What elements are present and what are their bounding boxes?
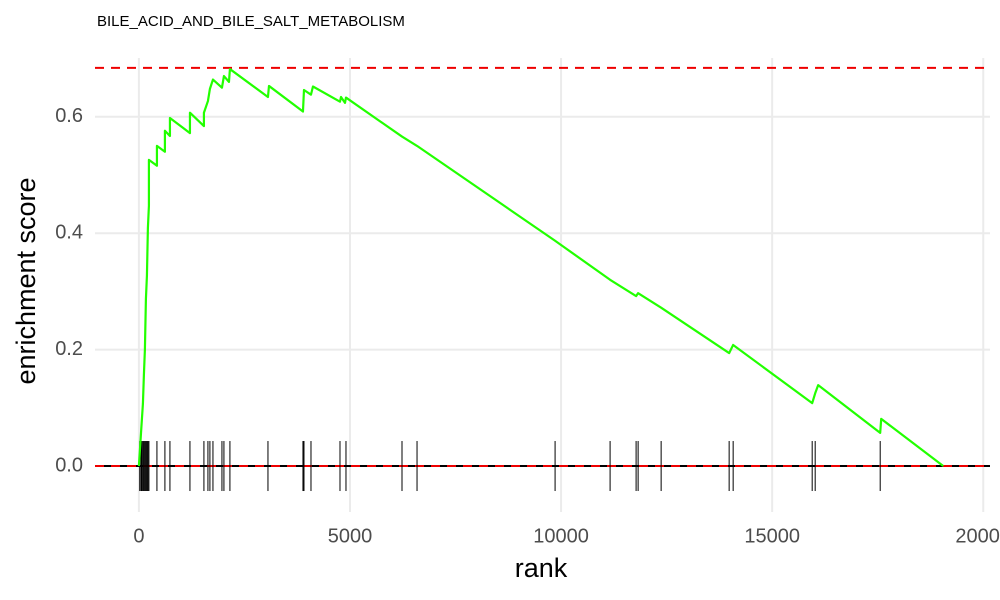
chart-title: BILE_ACID_AND_BILE_SALT_METABOLISM [97,13,405,30]
x-tick-label: 0 [133,525,144,547]
y-tick-label: 0.6 [55,105,83,127]
x-tick-label: 20000 [955,525,1000,547]
y-tick-label: 0.2 [55,338,83,360]
y-axis-title: enrichment score [11,177,41,384]
x-tick-label: 10000 [533,525,589,547]
x-tick-label: 15000 [744,525,800,547]
x-tick-label: 5000 [328,525,373,547]
x-axis-title: rank [515,553,568,583]
y-tick-label: 0.4 [55,221,83,243]
es-line [137,67,944,467]
y-tick-label: 0.0 [55,454,83,476]
